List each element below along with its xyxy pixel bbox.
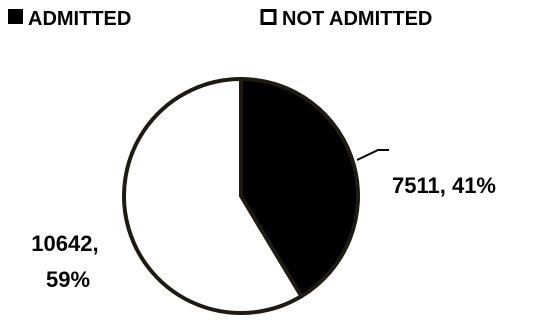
data-label-admitted: 7511, 41%: [392, 173, 496, 198]
legend-label-admitted: ADMITTED: [28, 8, 131, 30]
legend-swatch-not-admitted: [260, 9, 277, 25]
data-label-not-admitted-value: 10642,: [31, 231, 98, 256]
legend: ADMITTED NOT ADMITTED: [8, 8, 432, 30]
leader-line-admitted: [356, 149, 389, 161]
legend-item-not-admitted: NOT ADMITTED: [260, 8, 432, 30]
pie-slices: [122, 77, 360, 315]
data-label-not-admitted: 10642, 59%: [31, 231, 104, 292]
legend-swatch-admitted: [8, 9, 23, 24]
legend-label-not-admitted: NOT ADMITTED: [282, 8, 432, 30]
legend-item-admitted: ADMITTED: [8, 8, 131, 30]
pie-slice-not-admitted: [122, 77, 304, 315]
data-label-not-admitted-percent: 59%: [46, 267, 90, 292]
